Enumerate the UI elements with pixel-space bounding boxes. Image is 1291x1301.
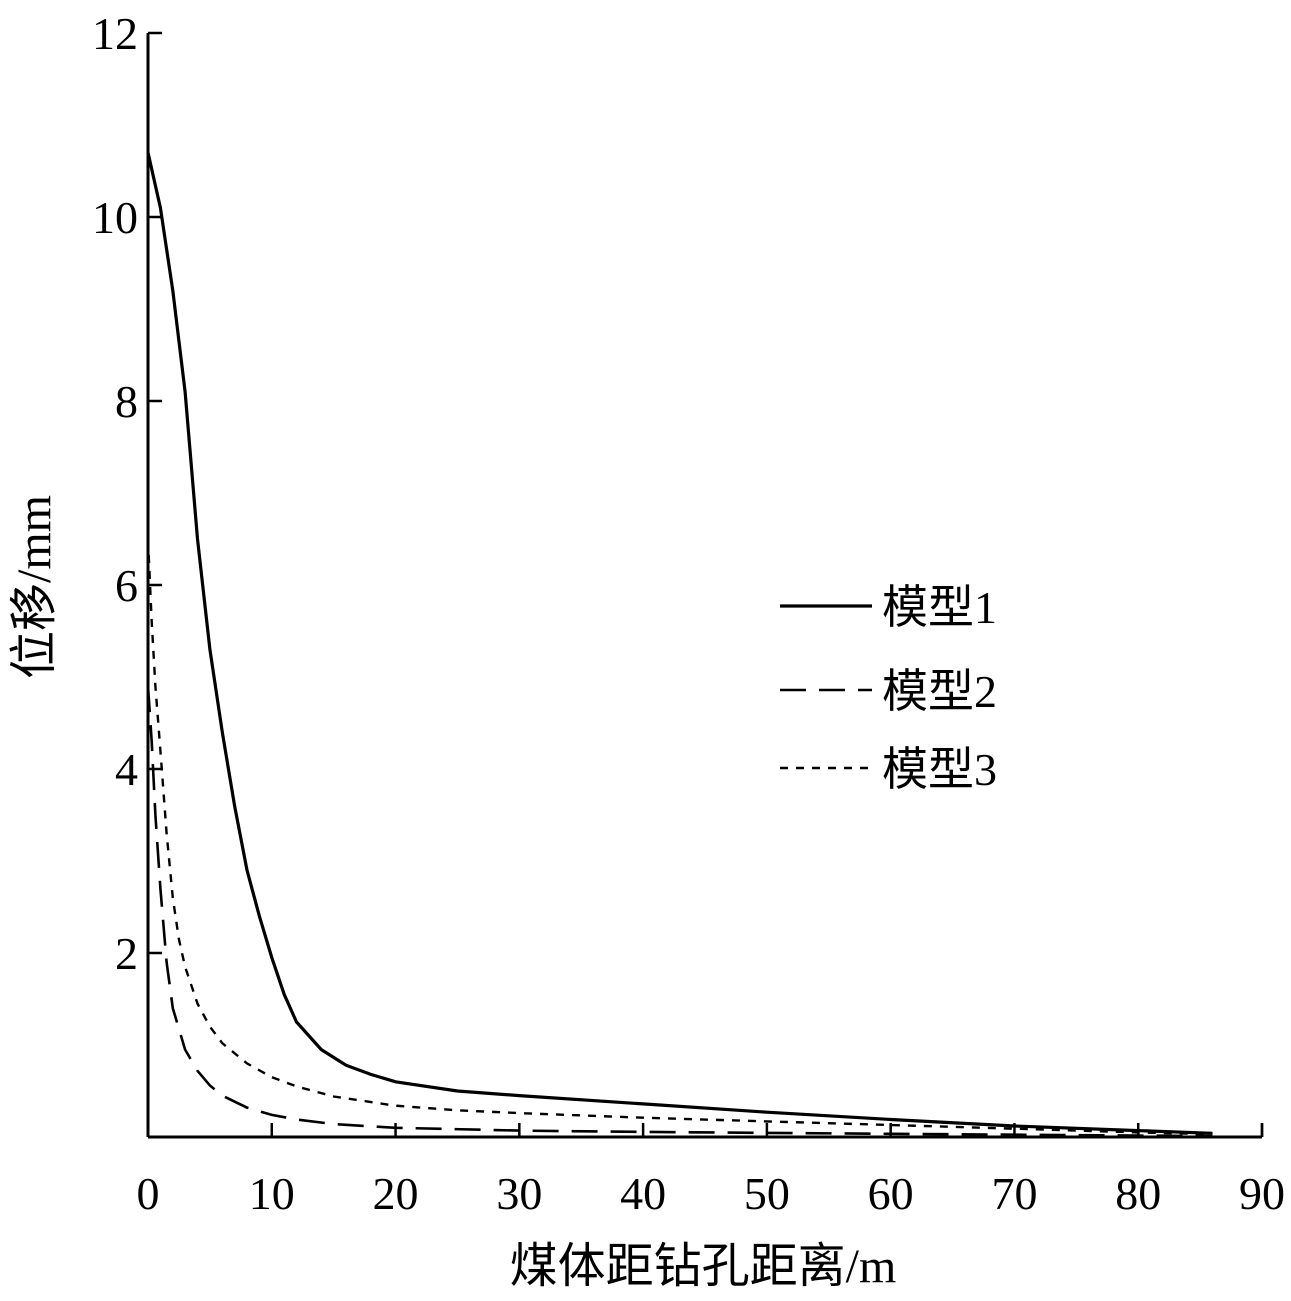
legend-label-series-2: 模型2	[882, 666, 997, 717]
legend-item-series-2: 模型2	[780, 666, 997, 717]
x-tick-label: 0	[137, 1168, 160, 1219]
x-tick-label: 50	[744, 1168, 790, 1219]
x-tick-label: 40	[620, 1168, 666, 1219]
x-tick-label: 80	[1115, 1168, 1161, 1219]
x-tick-label: 90	[1239, 1168, 1285, 1219]
y-tick-label: 2	[115, 928, 138, 979]
series-line-3	[146, 538, 1213, 1136]
x-tick-label: 30	[496, 1168, 542, 1219]
series-line-2	[146, 686, 1213, 1138]
y-tick-label: 8	[115, 376, 138, 427]
y-tick-label: 10	[92, 192, 138, 243]
x-tick-label: 10	[249, 1168, 295, 1219]
x-ticks: 0 10 20 30 40 50 60 70 80 90	[137, 1123, 1285, 1219]
axes	[146, 33, 1264, 1139]
x-tick-label: 60	[868, 1168, 914, 1219]
series-line-1	[146, 152, 1213, 1135]
y-ticks: 2 4 6 8 10 12	[92, 8, 162, 979]
x-tick-label: 20	[373, 1168, 419, 1219]
y-axis-title: 位移/mm	[8, 495, 61, 679]
legend-label-series-3: 模型3	[882, 744, 997, 795]
legend-label-series-1: 模型1	[882, 582, 997, 633]
legend-item-series-1: 模型1	[780, 582, 997, 633]
x-axis-title: 煤体距钻孔距离/m	[510, 1240, 897, 1293]
y-tick-label: 6	[115, 560, 138, 611]
y-tick-label: 12	[92, 8, 138, 59]
x-tick-label: 70	[991, 1168, 1037, 1219]
series-group	[146, 152, 1213, 1138]
y-tick-label: 4	[115, 744, 138, 795]
legend: 模型1 模型2 模型3	[780, 582, 997, 795]
legend-item-series-3: 模型3	[780, 744, 997, 795]
